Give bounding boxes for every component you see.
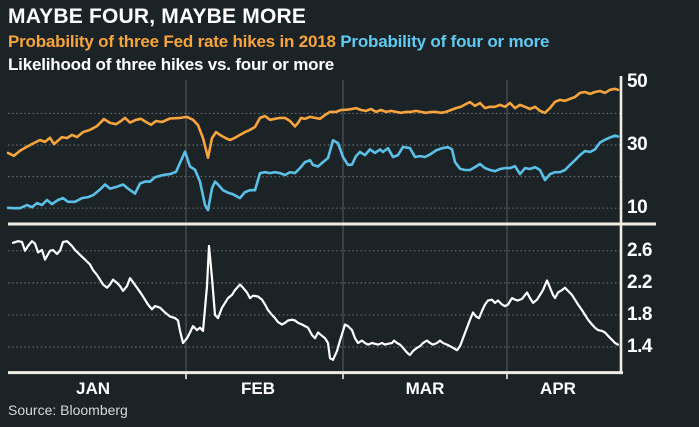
- chart-subtitle: Likelihood of three hikes vs. four or mo…: [8, 55, 334, 74]
- month-label: APR: [540, 379, 576, 398]
- bottom-panel-y-label: 1.4: [627, 335, 652, 357]
- legend-three-hikes-label: Probability of three Fed rate hikes in 2…: [8, 32, 336, 51]
- top-panel-y-label: 50: [627, 70, 648, 92]
- bottom-panel-y-label: 1.8: [627, 303, 652, 325]
- legend-four-or-more-label: Probability of four or more: [340, 32, 550, 51]
- series-line-spread: [11, 240, 620, 361]
- top-panel-y-label: 30: [627, 134, 648, 156]
- month-label: FEB: [241, 379, 275, 398]
- source-label: Source: Bloomberg: [8, 402, 128, 418]
- series-line-orange: [6, 87, 620, 159]
- bottom-panel-y-label: 2.2: [627, 271, 652, 293]
- month-label: JAN: [75, 379, 110, 398]
- chart-legend: Probability of three Fed rate hikes in 2…: [8, 32, 549, 52]
- bottom-panel-y-label: 2.6: [627, 239, 652, 261]
- series-line-cyan: [6, 134, 620, 212]
- chart-title: MAYBE FOUR, MAYBE MORE: [8, 5, 307, 28]
- month-label: MAR: [405, 379, 445, 398]
- top-panel-y-label: 10: [627, 197, 648, 219]
